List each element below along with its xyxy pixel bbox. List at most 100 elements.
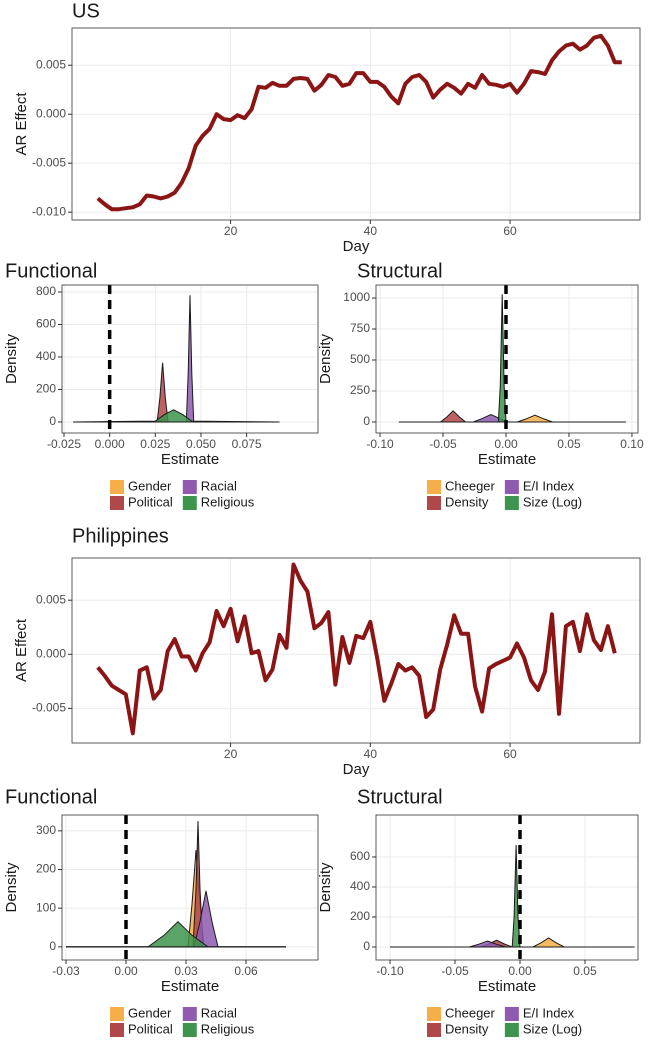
y-axis-title: Density [3, 862, 20, 913]
density-area [73, 409, 280, 423]
chart-title: Functional [5, 260, 97, 282]
legend-swatch [504, 480, 519, 494]
legend-swatch [427, 480, 441, 494]
legend-label: Cheeger [445, 1005, 496, 1020]
line [96, 562, 617, 736]
legend-swatch [504, 1007, 519, 1021]
y-tick-label: 200 [350, 909, 370, 923]
y-tick-label: -0.005 [32, 155, 66, 169]
panel-border [375, 814, 639, 961]
legend-label: Size (Log) [523, 494, 582, 509]
panel-border [375, 284, 639, 434]
x-axis-title: Estimate [161, 978, 219, 995]
chart-title: Philippines [72, 525, 169, 547]
y-tick-label: 300 [36, 823, 56, 837]
y-tick-label: 200 [36, 862, 56, 876]
legend-label: E/I Index [523, 478, 575, 493]
x-axis-title: Day [343, 238, 370, 255]
y-tick-label: -0.010 [32, 204, 66, 218]
y-tick-label: 250 [350, 383, 370, 397]
legend-label: Gender [128, 1005, 172, 1020]
legend-label: Religious [201, 494, 255, 509]
x-tick-label: -0.03 [52, 964, 80, 978]
chart-title: US [72, 0, 100, 22]
y-tick-label: 0.005 [36, 592, 66, 606]
legend-swatch [110, 1007, 124, 1021]
legend-swatch [110, 496, 124, 510]
density-area [390, 844, 635, 948]
x-tick-label: 0.050 [186, 437, 216, 451]
x-axis-title: Estimate [161, 451, 219, 468]
panel-border [71, 557, 641, 744]
y-tick-label: 600 [36, 317, 56, 331]
legend-label: Density [445, 494, 489, 509]
legend-label: Political [128, 494, 173, 509]
legend-label: Political [128, 1021, 173, 1036]
legend-swatch [182, 496, 197, 510]
x-tick-label: 0.00 [114, 964, 138, 978]
y-tick-label: 500 [350, 352, 370, 366]
x-tick-label: 0.00 [494, 437, 518, 451]
x-axis-title: Estimate [478, 978, 536, 995]
panel-background [72, 28, 640, 220]
x-tick-label: 0.03 [174, 964, 198, 978]
x-tick-label: -0.05 [441, 964, 469, 978]
legend-label: Size (Log) [523, 1021, 582, 1036]
y-tick-label: 0 [363, 939, 370, 953]
legend-label: Religious [201, 1021, 255, 1036]
x-tick-label: 40 [364, 224, 378, 238]
chart-title: Functional [5, 786, 97, 808]
x-tick-label: -0.10 [376, 964, 404, 978]
y-tick-label: 600 [350, 849, 370, 863]
legend-label: Cheeger [445, 478, 496, 493]
x-tick-label: -0.05 [429, 437, 457, 451]
y-tick-label: 1000 [343, 290, 370, 304]
line [96, 33, 622, 212]
x-tick-label: -0.10 [366, 437, 394, 451]
y-tick-label: 200 [36, 382, 56, 396]
legend-label: Racial [201, 478, 237, 493]
legend-label: Racial [201, 1005, 237, 1020]
x-tick-label: 0.000 [95, 437, 125, 451]
x-tick-label: -0.025 [47, 437, 81, 451]
y-tick-label: 400 [350, 879, 370, 893]
panel-border [71, 27, 641, 221]
x-tick-label: 0.10 [620, 437, 644, 451]
y-tick-label: 750 [350, 321, 370, 335]
legend-label: E/I Index [523, 1005, 575, 1020]
y-axis-title: Density [3, 333, 20, 384]
legend-swatch [110, 1023, 124, 1037]
x-tick-label: 0.00 [508, 964, 532, 978]
y-tick-label: 0 [363, 414, 370, 428]
y-tick-label: 0 [49, 939, 56, 953]
x-tick-label: 0.05 [573, 964, 597, 978]
x-tick-label: 0.06 [234, 964, 258, 978]
y-tick-label: 0.000 [36, 106, 66, 120]
y-tick-label: -0.005 [32, 701, 66, 715]
y-tick-label: 0.005 [36, 57, 66, 71]
x-tick-label: 20 [224, 224, 238, 238]
legend-swatch [504, 496, 519, 510]
y-tick-label: 400 [36, 349, 56, 363]
legend-label: Gender [128, 478, 172, 493]
density-area [398, 294, 626, 423]
y-axis-title: AR Effect [13, 92, 30, 156]
x-tick-label: 60 [503, 747, 517, 761]
x-tick-label: 60 [503, 224, 517, 238]
legend-swatch [110, 480, 124, 494]
y-tick-label: 0 [49, 414, 56, 428]
legend-swatch [427, 1007, 441, 1021]
legend-label: Density [445, 1021, 489, 1036]
legend-swatch [182, 1023, 197, 1037]
x-tick-label: 40 [364, 747, 378, 761]
y-axis-title: Density [317, 862, 334, 913]
legend-swatch [427, 496, 441, 510]
x-axis-title: Estimate [478, 451, 536, 468]
x-axis-title: Day [343, 761, 370, 778]
x-tick-label: 0.025 [140, 437, 170, 451]
